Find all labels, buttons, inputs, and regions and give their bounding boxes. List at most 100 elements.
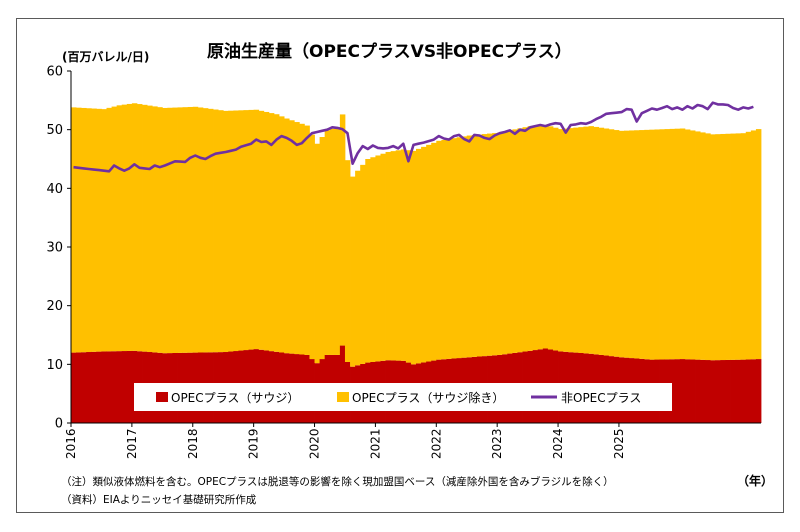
bar-opec-ex-saudi [162,107,168,354]
bar-opec-ex-saudi [507,130,513,354]
bar-opec-saudi [689,359,696,423]
bar-opec-ex-saudi [532,125,539,351]
bar-opec-saudi [725,359,731,423]
bar-opec-saudi [81,352,87,423]
x-axis-label: （年） [737,473,773,488]
bar-opec-saudi [745,359,752,423]
bar-opec-ex-saudi [309,134,315,360]
bar-opec-saudi [669,359,676,423]
x-tick-label: 2021 [368,428,382,459]
bar-opec-ex-saudi [481,134,488,357]
bar-opec-ex-saudi [91,108,97,352]
y-tick-labels: 0 10 20 30 40 50 60 [46,65,63,432]
bar-opec-saudi [740,359,747,423]
bar-opec-ex-saudi [578,127,584,353]
y-tick-label: 50 [46,123,63,138]
legend-label-non-opec: 非OPECプラス [561,391,641,405]
x-tick-label: 2020 [308,428,322,459]
bar-opec-ex-saudi [202,108,209,353]
bar-opec-ex-saudi [263,111,270,351]
legend-swatch-opec-ex-saudi [337,392,349,402]
bar-opec-ex-saudi [243,110,249,351]
bar-opec-saudi [679,359,686,423]
bar-opec-ex-saudi [106,107,112,352]
legend-box [134,383,672,411]
bar-opec-ex-saudi [350,176,356,367]
y-tick-label: 30 [46,241,63,256]
bar-opec-ex-saudi [431,142,437,361]
bar-opec-ex-saudi [456,137,463,359]
bar-opec-ex-saudi [101,109,107,352]
bar-opec-ex-saudi [390,151,397,361]
bar-opec-ex-saudi [400,149,407,361]
bar-opec-saudi [750,359,757,423]
bar-opec-ex-saudi [649,129,655,360]
bar-opec-saudi [705,360,711,423]
bar-opec-ex-saudi [289,120,295,354]
bar-opec-ex-saudi [157,107,163,353]
bar-opec-saudi [101,351,107,423]
bar-opec-ex-saudi [664,129,671,360]
bar-opec-ex-saudi [487,133,493,356]
bar-opec-ex-saudi [299,123,305,355]
x-tick-label: 2017 [125,428,139,459]
bar-layer [71,103,762,423]
bar-opec-saudi [86,352,92,423]
bar-opec-ex-saudi [314,143,321,364]
bar-opec-ex-saudi [740,133,747,360]
bar-opec-ex-saudi [613,130,620,357]
bar-opec-ex-saudi [547,126,554,350]
bar-opec-ex-saudi [385,151,392,361]
bar-opec-ex-saudi [634,130,640,359]
bar-opec-ex-saudi [207,108,214,353]
bar-opec-ex-saudi [344,160,351,362]
bar-opec-ex-saudi [558,129,564,352]
bar-opec-ex-saudi [248,109,255,350]
bar-opec-ex-saudi [471,135,478,357]
bar-opec-ex-saudi [116,105,123,352]
line-non-opec [73,101,754,173]
bar-opec-ex-saudi [476,134,483,357]
chart-title: 原油生産量（OPECプラスVS非OPECプラス） [207,41,572,62]
bar-opec-saudi [76,352,82,423]
bar-opec-ex-saudi [537,125,544,350]
footnote-source: （資料）EIAよりニッセイ基礎研究所作成 [61,493,257,506]
bar-opec-saudi [700,359,706,423]
bar-opec-ex-saudi [705,133,711,361]
bar-opec-ex-saudi [218,110,224,353]
bar-opec-ex-saudi [502,131,508,355]
bar-opec-ex-saudi [441,139,447,360]
bar-opec-ex-saudi [268,113,275,352]
bar-opec-ex-saudi [375,155,381,362]
bar-opec-ex-saudi [436,140,442,360]
bar-opec-saudi [684,359,691,423]
bar-opec-saudi [735,359,742,423]
bar-opec-ex-saudi [629,130,635,359]
bar-opec-ex-saudi [517,128,523,353]
bar-opec-ex-saudi [689,130,696,360]
bar-opec-ex-saudi [684,129,691,360]
bar-opec-ex-saudi [659,129,666,360]
bar-opec-ex-saudi [147,105,153,353]
x-tick-label: 2023 [490,428,504,459]
bar-opec-ex-saudi [755,129,762,360]
bar-opec-ex-saudi [405,150,412,363]
bar-opec-ex-saudi [395,150,402,361]
bar-opec-ex-saudi [573,127,579,353]
bar-opec-ex-saudi [750,130,757,360]
bar-opec-ex-saudi [710,134,716,361]
bar-opec-ex-saudi [466,135,473,358]
x-tick-label: 2018 [186,428,200,459]
bar-opec-ex-saudi [725,133,731,360]
bar-opec-ex-saudi [674,128,681,360]
bar-opec-saudi [116,351,123,423]
bar-opec-ex-saudi [121,104,128,352]
bar-opec-ex-saudi [512,129,518,353]
bar-opec-ex-saudi [527,126,534,351]
bar-opec-ex-saudi [426,144,432,362]
bar-opec-ex-saudi [603,128,610,356]
bar-opec-ex-saudi [679,128,686,360]
bar-opec-ex-saudi [410,150,417,365]
y-tick-label: 10 [46,358,63,373]
bar-opec-ex-saudi [421,146,427,363]
